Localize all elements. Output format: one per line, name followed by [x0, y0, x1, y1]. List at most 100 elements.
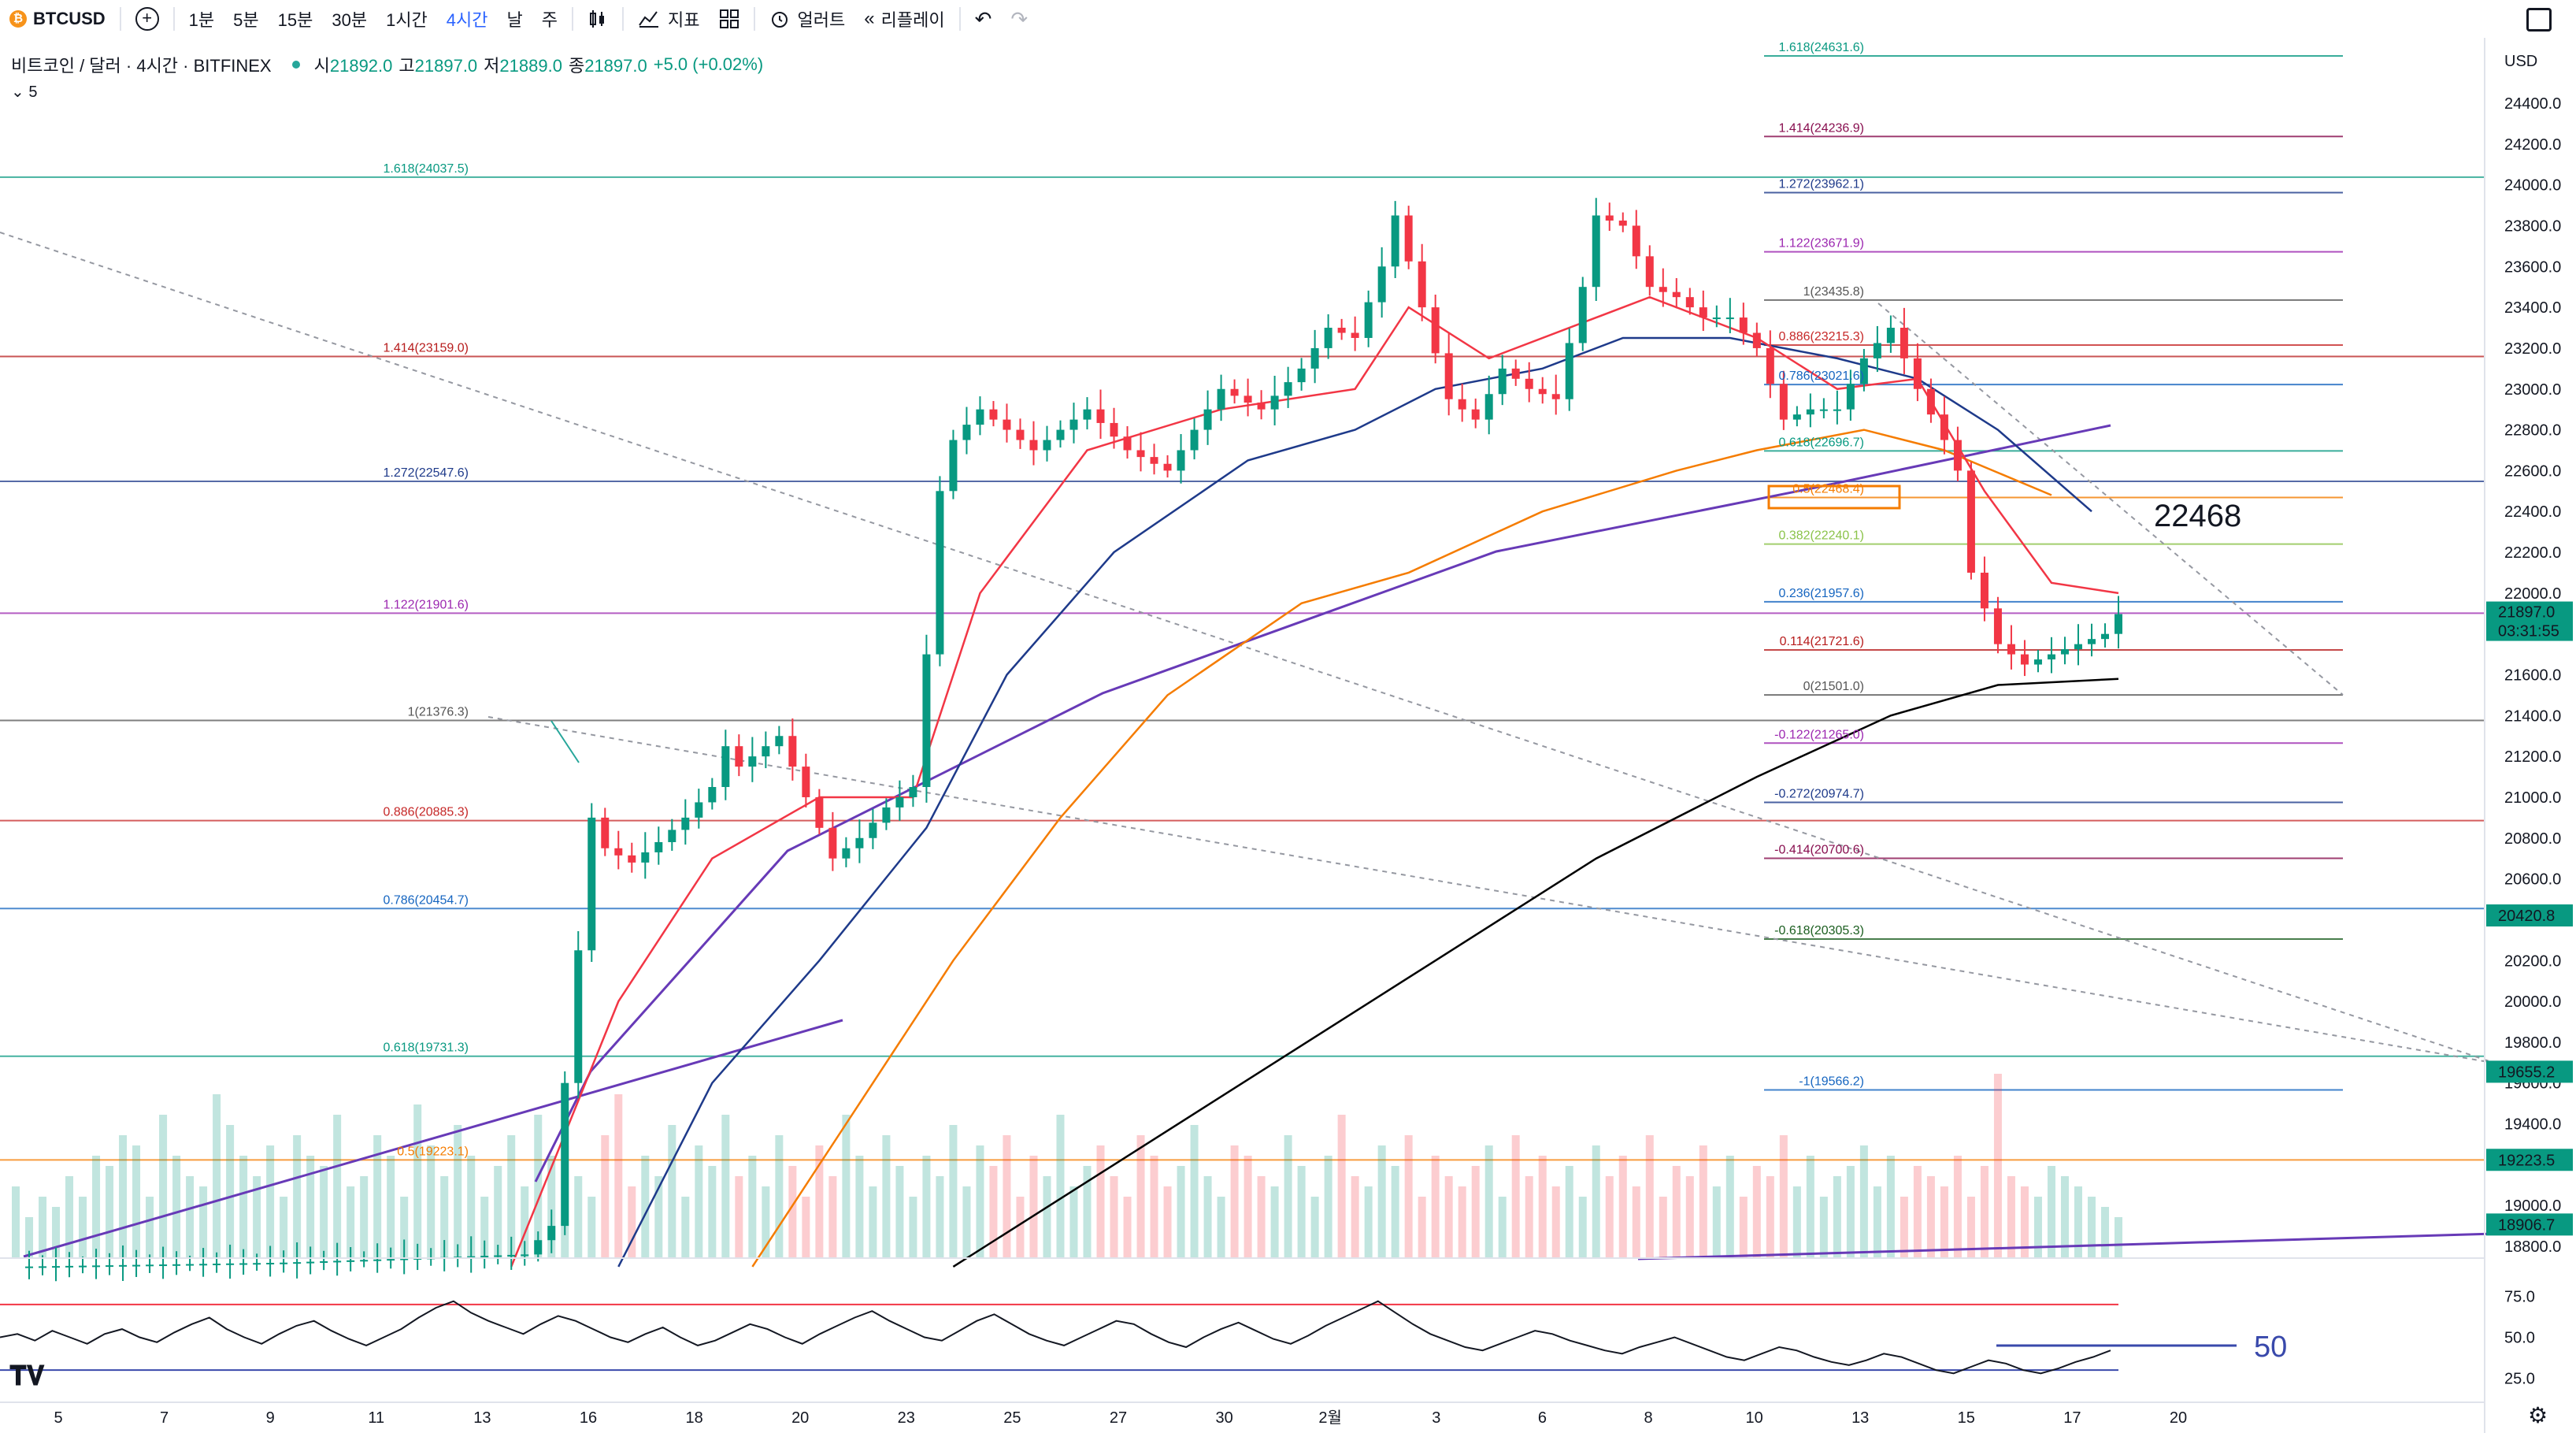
volume-bar [976, 1145, 984, 1258]
candle-body [1565, 343, 1573, 399]
candle-body [2100, 633, 2109, 640]
candle-body [601, 817, 610, 848]
current-price-tag[interactable] [2486, 601, 2573, 641]
price-tick-label: 23800.0 [2504, 217, 2561, 235]
candle-body [708, 787, 717, 803]
chart-type-button[interactable] [578, 0, 617, 38]
volume-bar [802, 1197, 810, 1258]
candle-body [106, 1265, 114, 1268]
candle-body [320, 1261, 328, 1264]
candle-body [1083, 409, 1092, 420]
volume-bar [949, 1125, 958, 1258]
price-axis[interactable]: 24400.0 24200.0 24000.0 23800.0 23600.0 23400… [2486, 95, 2573, 1388]
volume-bar [280, 1197, 288, 1258]
volume-bar [440, 1176, 449, 1258]
target-price-annotation[interactable]: 22468 [2154, 499, 2241, 533]
symbol-selector[interactable]: ₿ BTCUSD [0, 0, 115, 38]
interval-1m[interactable]: 1분 [188, 10, 215, 30]
interval-5m[interactable]: 5분 [233, 10, 259, 30]
templates-button[interactable] [710, 0, 749, 38]
candle-body [1110, 422, 1118, 437]
legend-high: 고21897.0 [398, 56, 478, 76]
replay-button[interactable]: « 리플레이 [854, 0, 954, 38]
volume-bar [1003, 1135, 1011, 1258]
price-tag[interactable] [2486, 1213, 2573, 1236]
volume-bar [1163, 1186, 1172, 1258]
candle-body [199, 1264, 208, 1266]
settings-gear-icon[interactable]: ⚙ [2528, 1403, 2548, 1427]
candle-body [1244, 395, 1252, 403]
candle-body [828, 827, 837, 859]
time-axis[interactable]: 5 7 9 11 13 16 18 20 23 25 27 30 2월 3 6 8 10 13 15 17 20 [54, 1409, 2187, 1427]
volume-bar [146, 1197, 154, 1258]
dashed-trendline-upper[interactable] [0, 232, 2521, 1072]
candle-body [280, 1262, 288, 1264]
interval-1h[interactable]: 1시간 [386, 10, 428, 30]
candle-body [1940, 414, 1948, 440]
rsi-line[interactable] [0, 1300, 2111, 1375]
price-tag[interactable] [2486, 904, 2573, 927]
indicator-legend[interactable]: ⌄ 5 [11, 82, 37, 102]
price-tag[interactable] [2486, 1149, 2573, 1171]
price-tag-label: 18906.7 [2498, 1216, 2555, 1234]
volume-bar [2007, 1176, 2015, 1258]
fib-0.5-highlight-box[interactable] [1767, 484, 1901, 510]
candle-body [869, 822, 877, 838]
volume-bar [2033, 1197, 2042, 1258]
interval-30m[interactable]: 30분 [332, 10, 368, 30]
candle-body [547, 1226, 556, 1241]
fib-left-label: 1.618(24037.5) [383, 162, 469, 176]
volume-bar [922, 1156, 931, 1258]
volume-bar [106, 1166, 114, 1258]
divider [572, 7, 574, 31]
indicators-button[interactable]: 지표 [628, 0, 709, 38]
purple-trendline-bottom[interactable] [1637, 1231, 2521, 1260]
price-chart[interactable]: 1.618(24037.5) 1.414(23159.0) 1.272(22547.… [0, 38, 2576, 1433]
dashed-trendline-drop[interactable] [1877, 303, 2344, 696]
redo-button[interactable]: ↷ [1001, 0, 1037, 38]
compare-button[interactable]: + [126, 0, 169, 38]
fullscreen-button[interactable] [2526, 8, 2552, 32]
dashed-trendline-lower[interactable] [487, 716, 2521, 1068]
volume-bar [1310, 1197, 1319, 1258]
interval-15m[interactable]: 15분 [277, 10, 313, 30]
volume-bar [1833, 1176, 1841, 1258]
volume-bar [52, 1207, 61, 1258]
candle-body [1217, 388, 1225, 410]
volume-bar [1699, 1145, 1707, 1258]
volume-bar [387, 1156, 395, 1258]
time-tick-label: 30 [1215, 1409, 1232, 1427]
undo-button[interactable]: ↶ [966, 0, 1002, 38]
volume-bar [2100, 1207, 2109, 1258]
purple-trendline-left[interactable] [23, 1019, 843, 1258]
alert-button[interactable]: 얼러트 [760, 0, 855, 38]
volume-bar [1123, 1197, 1132, 1258]
candle-body [587, 817, 596, 951]
interval-day[interactable]: 날 [506, 10, 523, 30]
interval-week[interactable]: 주 [541, 10, 558, 30]
candle-body [467, 1256, 476, 1258]
candle-body [79, 1265, 87, 1268]
bitcoin-icon: ₿ [9, 10, 27, 28]
candle-body [1404, 215, 1413, 262]
currency-label[interactable]: USD [2504, 53, 2537, 70]
legend-title[interactable]: 비트코인 / 달러 · 4시간 · BITFINEX [11, 56, 272, 76]
time-tick-label: 9 [266, 1409, 275, 1427]
volume-bar [266, 1145, 275, 1258]
candle-body [2087, 639, 2096, 644]
interval-4h[interactable]: 4시간 [446, 10, 488, 30]
volume-bar [1217, 1197, 1225, 1258]
candle-body [1391, 215, 1399, 267]
candle-body [842, 848, 851, 859]
candle-body [1699, 307, 1707, 318]
volume-bar [574, 1176, 583, 1258]
volume-bar [494, 1166, 502, 1258]
candle-body [226, 1263, 235, 1265]
ma-long-line[interactable] [952, 678, 2119, 1268]
time-tick-label: 17 [2063, 1409, 2081, 1427]
candle-body [802, 767, 810, 797]
price-tag[interactable] [2486, 1060, 2573, 1083]
ma-slow-line[interactable] [751, 429, 2052, 1268]
teal-pattern-line[interactable] [550, 720, 580, 763]
volume-bar [1377, 1145, 1386, 1258]
